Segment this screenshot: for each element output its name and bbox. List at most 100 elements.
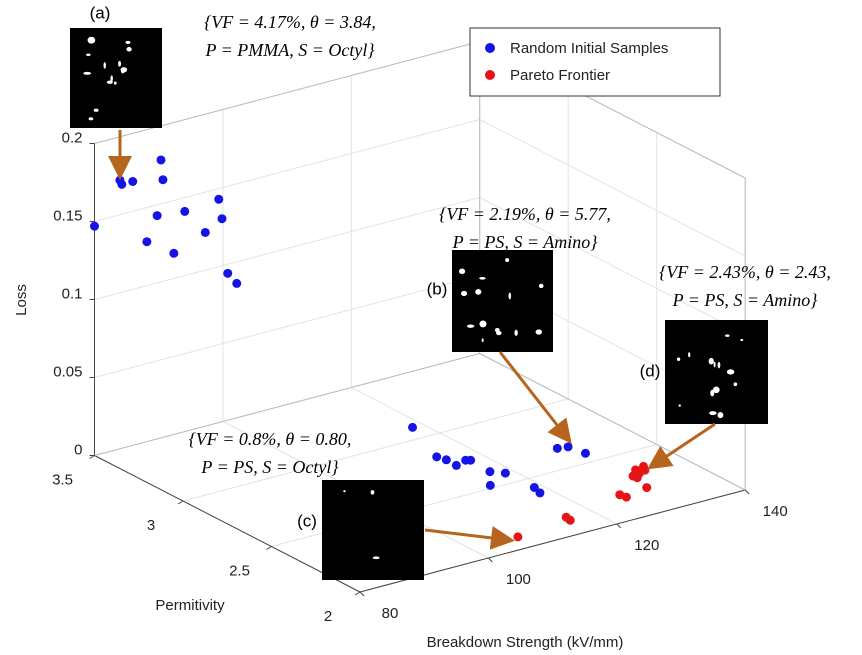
micrograph-particle [725,334,729,337]
legend-box [470,28,720,96]
micrograph-particle [727,369,734,374]
legend: Random Initial Samples Pareto Frontier [470,28,720,96]
micrograph-particle [86,54,91,56]
annotation-text: P = PMMA, S = Octyl} [204,40,375,60]
micrograph-particle [718,362,721,368]
data-point [486,481,495,490]
x-tick [488,558,492,562]
micrograph-particle [496,331,502,335]
micrograph-particle [482,338,484,342]
annotation-text: P = PS, S = Octyl} [200,457,339,477]
x-tick-label: 120 [634,537,659,554]
data-point [180,207,189,216]
micrograph-particle [709,411,716,415]
micrograph-particle [371,490,375,494]
data-point [169,249,178,258]
legend-marker [485,70,495,80]
grid-line [95,276,480,378]
data-point [485,467,494,476]
micrograph-particle [467,325,474,328]
legend-marker [485,43,495,53]
annotation-arrow [500,352,568,439]
annotation-text: {VF = 0.8%, θ = 0.80, [189,429,352,449]
data-point [629,472,638,481]
data-point [466,456,475,465]
y-tick-label: 3.5 [52,471,73,488]
micrograph-particle [475,289,481,295]
data-point [90,222,99,231]
x-axis-label: Breakdown Strength (kV/mm) [427,634,624,651]
micrograph [452,250,553,352]
micrograph [665,320,768,424]
annotation-tag: (d) [640,361,661,380]
data-point [640,466,649,475]
micrograph-particle [709,358,714,365]
y-tick-label: 2 [324,608,332,625]
data-point [217,214,226,223]
micrograph-particle [505,258,509,262]
annotation-tag: (b) [427,279,448,298]
annotation-tag: (a) [90,3,111,22]
annotation-text: P = PS, S = Amino} [672,290,819,310]
data-point [214,195,223,204]
annotation-text: P = PS, S = Amino} [452,232,599,252]
y-tick [178,501,183,504]
data-point [153,211,162,220]
data-point [223,269,232,278]
micrograph-particle [539,284,544,288]
data-point [158,175,167,184]
micrograph-particle [714,362,716,368]
data-point [142,237,151,246]
data-point [201,228,210,237]
micrograph-particle [713,387,720,394]
micrograph-particle [677,358,680,361]
micrograph-particle [125,41,130,44]
micrograph-particle [343,490,345,492]
data-point [408,423,417,432]
micrograph-particle [734,382,738,386]
data-point [564,442,573,451]
micrograph-particle [88,37,96,44]
micrograph-particle [479,321,486,328]
z-tick-label: 0.05 [53,363,82,380]
micrograph-particle [89,117,94,120]
legend-label: Pareto Frontier [510,67,610,84]
data-point [117,180,126,189]
y-tick-label: 2.5 [229,562,250,579]
data-point [513,532,522,541]
z-tick-label: 0.1 [62,285,83,302]
micrograph-particle [459,269,465,274]
micrograph-particle [83,72,91,75]
grid-line [95,120,480,222]
data-point [622,493,631,502]
micrograph-particle [678,404,680,406]
data-point [128,177,137,186]
annotation-arrow [425,530,509,540]
grid-line [95,198,480,300]
micrograph-particle [509,292,512,299]
z-tick-label: 0.15 [53,207,82,224]
legend-label: Random Initial Samples [510,40,668,57]
y-tick-label: 3 [147,517,155,534]
annotation-text: {VF = 2.19%, θ = 5.77, [439,204,611,224]
micrograph-particle [514,330,517,336]
micrograph-particle [126,47,131,51]
data-point [642,483,651,492]
y-axis-label: Permitivity [155,597,225,614]
x-tick [360,592,364,596]
x-tick-label: 140 [763,503,788,520]
micrograph-particle [373,556,380,559]
data-point [501,469,510,478]
micrograph-particle [94,109,99,112]
micrograph [70,28,162,128]
y-tick [355,592,360,595]
annotation-text: {VF = 2.43%, θ = 2.43, [659,262,831,282]
annotation-arrow [652,424,715,466]
x-tick [745,490,749,494]
z-axis-label: Loss [13,284,30,316]
data-point [442,455,451,464]
micrograph-particle [688,352,690,357]
data-point [553,444,562,453]
z-tick-label: 0.2 [62,129,83,146]
annotation-tag: (c) [297,511,317,530]
